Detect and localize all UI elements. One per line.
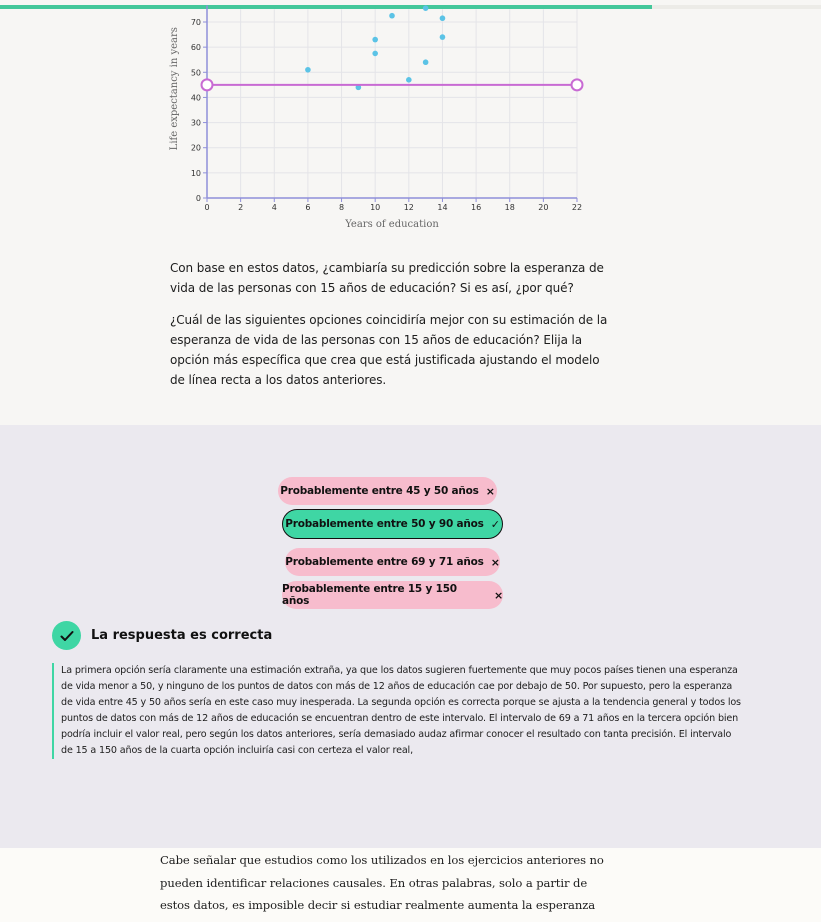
question-text-1: Con base en estos datos, ¿cambiaría su p… (170, 261, 604, 295)
y-tick-label: 60 (191, 43, 201, 52)
y-tick-label: 0 (196, 194, 201, 203)
data-point (355, 84, 362, 91)
x-axis-label: Years of education (344, 219, 439, 230)
data-point (305, 66, 311, 73)
x-tick-label: 10 (370, 203, 380, 212)
option-button-50-90[interactable]: Probablemente entre 50 y 90 años ✓ (282, 509, 503, 539)
y-tick-label: 10 (191, 169, 201, 178)
option-label: Probablemente entre 69 y 71 años (285, 556, 484, 568)
answer-section: Probablemente entre 45 y 50 años × Proba… (0, 425, 821, 848)
x-tick-label: 20 (538, 203, 548, 212)
x-tick-label: 8 (339, 203, 344, 212)
x-tick-label: 14 (437, 203, 447, 212)
data-point (372, 36, 378, 43)
x-tick-label: 4 (272, 203, 277, 212)
option-label: Probablemente entre 50 y 90 años (285, 518, 484, 530)
y-tick-label: 30 (191, 119, 201, 128)
data-point (422, 59, 429, 66)
y-tick-label: 50 (191, 68, 201, 77)
scatter-chart: 0 2 4 6 8 10 12 14 16 18 20 22 0 10 20 30 40 50 60 70 Years … (160, 5, 600, 239)
data-point (372, 50, 378, 57)
check-circle-icon (52, 621, 81, 650)
data-point (422, 5, 429, 11)
check-icon: ✓ (490, 517, 500, 531)
question-section: 0 2 4 6 8 10 12 14 16 18 20 22 0 10 20 30 40 50 60 70 Years … (0, 5, 821, 425)
progress-bar-fill (0, 5, 652, 9)
scatter-chart-svg: 0 2 4 6 8 10 12 14 16 18 20 22 0 10 20 30 40 50 60 70 Years … (169, 5, 584, 230)
data-point (439, 15, 446, 22)
option-label: Probablemente entre 15 y 150 años (282, 583, 457, 607)
result-title: La respuesta es correcta (91, 628, 273, 643)
x-tick-label: 22 (572, 203, 582, 212)
y-tick-label: 40 (191, 93, 201, 102)
data-point (406, 77, 412, 83)
x-tick-label: 18 (505, 203, 515, 212)
question-text-2: ¿Cuál de las siguientes opciones coincid… (170, 313, 608, 387)
result-header: La respuesta es correcta (52, 621, 272, 650)
cross-icon: × (485, 484, 495, 498)
explanation-text: La primera opción sería claramente una e… (52, 663, 742, 759)
x-tick-label: 0 (204, 203, 209, 212)
cross-icon: × (490, 555, 500, 569)
body-paragraph: Cabe señalar que estudios como los utili… (160, 853, 604, 922)
option-button-45-50[interactable]: Probablemente entre 45 y 50 años × (278, 477, 497, 505)
lesson-body: Cabe señalar que estudios como los utili… (0, 848, 821, 922)
data-point (389, 12, 395, 19)
fit-line-handle-left[interactable] (200, 78, 214, 92)
x-tick-label: 6 (305, 203, 310, 212)
progress-bar (0, 5, 821, 9)
y-tick-label: 70 (191, 18, 201, 27)
option-button-69-71[interactable]: Probablemente entre 69 y 71 años × (285, 548, 500, 576)
option-label: Probablemente entre 45 y 50 años (280, 485, 479, 497)
fit-line-handle-right[interactable] (570, 78, 584, 92)
data-point (439, 34, 446, 40)
x-tick-label: 2 (238, 203, 243, 212)
y-tick-label: 20 (191, 144, 201, 153)
cross-icon: × (493, 588, 503, 602)
x-tick-label: 12 (404, 203, 414, 212)
option-button-15-150[interactable]: Probablemente entre 15 y 150 años × (282, 581, 503, 609)
x-tick-label: 16 (471, 203, 481, 212)
y-axis-label: Life expectancy in years (169, 27, 180, 150)
